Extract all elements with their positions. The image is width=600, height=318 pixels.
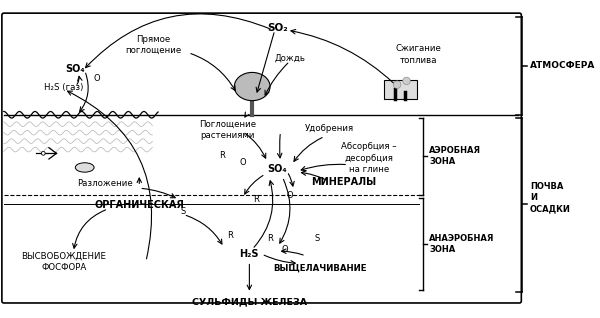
Text: Разложение: Разложение (77, 179, 133, 188)
Text: O: O (239, 158, 246, 167)
Text: АЭРОБНАЯ
ЗОНА: АЭРОБНАЯ ЗОНА (429, 146, 481, 166)
Text: S: S (181, 207, 186, 216)
Text: ПОЧВА
И
ОСАДКИ: ПОЧВА И ОСАДКИ (530, 182, 571, 213)
Text: АНАЭРОБНАЯ
ЗОНА: АНАЭРОБНАЯ ЗОНА (429, 234, 494, 254)
Text: Поглощение
растениями: Поглощение растениями (199, 120, 256, 140)
Text: Абсорбция –
десорбция
на глине: Абсорбция – десорбция на глине (341, 142, 397, 174)
FancyBboxPatch shape (2, 13, 521, 303)
Circle shape (41, 151, 45, 155)
Text: R: R (267, 233, 273, 243)
Text: S: S (314, 233, 320, 243)
Text: SO₂: SO₂ (267, 23, 288, 33)
Text: ВЫСВОБОЖДЕНИЕ
ФОСФОРА: ВЫСВОБОЖДЕНИЕ ФОСФОРА (22, 252, 106, 272)
Text: МИНЕРАЛЫ: МИНЕРАЛЫ (311, 176, 376, 187)
Text: R: R (227, 231, 233, 240)
Text: СУЛЬФИДЫ ЖЕЛЕЗА: СУЛЬФИДЫ ЖЕЛЕЗА (192, 298, 307, 307)
Text: ОРГАНИЧЕСКАЯ: ОРГАНИЧЕСКАЯ (94, 200, 184, 210)
Ellipse shape (75, 163, 94, 172)
Text: O: O (282, 245, 289, 254)
Text: R: R (219, 151, 225, 160)
Circle shape (394, 81, 401, 88)
Text: O: O (287, 191, 293, 200)
Text: АТМОСФЕРА: АТМОСФЕРА (530, 61, 595, 70)
Text: Сжигание
топлива: Сжигание топлива (396, 45, 442, 65)
Text: SO₄: SO₄ (65, 64, 85, 74)
Circle shape (403, 77, 410, 85)
Text: SO₄: SO₄ (267, 164, 286, 174)
Bar (384, 80, 417, 99)
Text: Прямое
поглощение: Прямое поглощение (125, 35, 182, 55)
Text: H₂S: H₂S (239, 249, 259, 259)
Text: R: R (253, 195, 259, 204)
Text: Дождь: Дождь (274, 54, 305, 63)
Ellipse shape (235, 73, 270, 101)
Text: O: O (94, 73, 100, 83)
Text: Удобрения: Удобрения (305, 124, 354, 133)
Text: ВЫЩЕЛАЧИВАНИЕ: ВЫЩЕЛАЧИВАНИЕ (273, 264, 367, 273)
Text: H₂S (газ): H₂S (газ) (44, 83, 83, 92)
